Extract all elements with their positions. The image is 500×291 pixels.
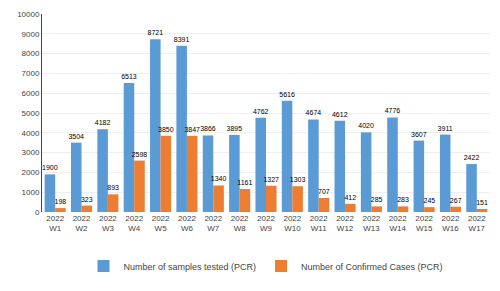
svg-text:0: 0 xyxy=(35,208,40,217)
svg-text:2022W14: 2022W14 xyxy=(389,214,407,233)
svg-text:893: 893 xyxy=(107,184,119,191)
svg-text:2022W6: 2022W6 xyxy=(178,214,196,233)
svg-text:4000: 4000 xyxy=(22,129,40,138)
svg-text:8391: 8391 xyxy=(174,36,190,43)
svg-text:1161: 1161 xyxy=(237,179,252,186)
svg-text:198: 198 xyxy=(55,198,67,205)
svg-text:2022W17: 2022W17 xyxy=(468,214,486,233)
svg-text:151: 151 xyxy=(476,199,488,206)
svg-text:4612: 4612 xyxy=(332,111,348,118)
svg-text:2022W1: 2022W1 xyxy=(46,214,64,233)
svg-text:1327: 1327 xyxy=(263,176,279,183)
svg-text:2000: 2000 xyxy=(22,168,40,177)
svg-text:Number of samples tested (PCR): Number of samples tested (PCR) xyxy=(124,262,257,272)
svg-text:323: 323 xyxy=(81,196,93,203)
svg-text:412: 412 xyxy=(344,194,356,201)
svg-text:3504: 3504 xyxy=(68,133,84,140)
svg-text:4776: 4776 xyxy=(385,107,401,114)
svg-text:2022W12: 2022W12 xyxy=(336,214,354,233)
svg-text:10000: 10000 xyxy=(17,10,40,19)
svg-text:1000: 1000 xyxy=(22,188,40,197)
svg-text:4020: 4020 xyxy=(358,122,374,129)
svg-text:1900: 1900 xyxy=(42,164,58,171)
svg-text:2022W16: 2022W16 xyxy=(442,214,460,233)
svg-text:3000: 3000 xyxy=(22,148,40,157)
svg-text:707: 707 xyxy=(318,188,330,195)
svg-text:9000: 9000 xyxy=(22,30,40,39)
svg-text:5000: 5000 xyxy=(22,109,40,118)
svg-text:6000: 6000 xyxy=(22,89,40,98)
svg-text:245: 245 xyxy=(423,197,435,204)
svg-text:2022W9: 2022W9 xyxy=(257,214,275,233)
svg-text:2422: 2422 xyxy=(464,154,480,161)
svg-text:4674: 4674 xyxy=(306,109,322,116)
svg-text:2022W2: 2022W2 xyxy=(73,214,91,233)
svg-text:2022W7: 2022W7 xyxy=(204,214,222,233)
svg-text:2022W3: 2022W3 xyxy=(99,214,117,233)
svg-text:2022W15: 2022W15 xyxy=(415,214,433,233)
svg-text:7000: 7000 xyxy=(22,69,40,78)
svg-text:283: 283 xyxy=(397,196,409,203)
svg-text:3607: 3607 xyxy=(411,131,427,138)
svg-text:3847: 3847 xyxy=(184,126,200,133)
svg-text:2598: 2598 xyxy=(132,151,148,158)
svg-text:267: 267 xyxy=(450,197,462,204)
svg-text:Number of Confirmed Cases (PCR: Number of Confirmed Cases (PCR) xyxy=(301,262,443,272)
svg-text:5616: 5616 xyxy=(279,91,295,98)
svg-text:2022W4: 2022W4 xyxy=(125,214,143,233)
svg-text:1303: 1303 xyxy=(290,176,306,183)
svg-text:6513: 6513 xyxy=(121,73,137,80)
svg-text:2022W13: 2022W13 xyxy=(363,214,381,233)
svg-text:285: 285 xyxy=(371,196,383,203)
svg-text:2022W8: 2022W8 xyxy=(231,214,249,233)
svg-text:4762: 4762 xyxy=(253,108,269,115)
svg-text:3850: 3850 xyxy=(158,126,174,133)
svg-text:3895: 3895 xyxy=(227,125,243,132)
svg-text:1340: 1340 xyxy=(211,175,227,182)
svg-text:3911: 3911 xyxy=(438,125,453,132)
svg-text:8000: 8000 xyxy=(22,49,40,58)
svg-text:2022W10: 2022W10 xyxy=(283,214,301,233)
svg-text:8721: 8721 xyxy=(147,29,163,36)
svg-text:4182: 4182 xyxy=(95,119,111,126)
svg-text:3866: 3866 xyxy=(200,125,216,132)
svg-text:2022W11: 2022W11 xyxy=(310,214,328,233)
svg-text:2022W5: 2022W5 xyxy=(152,214,170,233)
